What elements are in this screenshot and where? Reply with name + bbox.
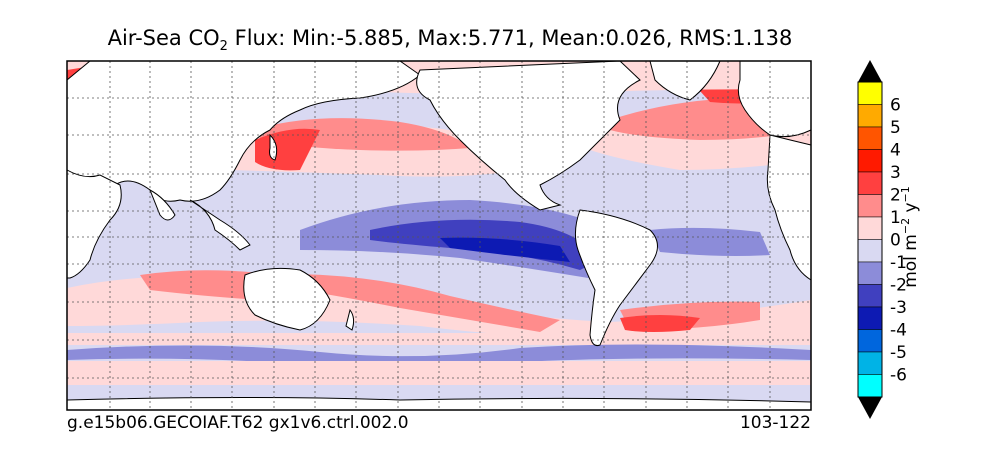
land-greenland [649, 60, 721, 101]
map-frame [66, 60, 812, 411]
colorbar-units-label: mol m−2 y−1 [899, 186, 921, 288]
region-east-pacific-minus3 [440, 237, 570, 262]
colorbar-swatch [857, 306, 883, 330]
region-tropical-atlantic-minus1 [650, 227, 770, 256]
land-africa [66, 169, 122, 279]
colorbar-swatch [857, 126, 883, 150]
colorbar-swatch [857, 284, 883, 308]
colorbar-tick-label: 2 [890, 186, 901, 206]
colorbar-swatch [857, 374, 883, 398]
years-label: 103-122 [739, 413, 811, 433]
colorbar-swatch [857, 194, 883, 218]
colorbar-swatch [857, 81, 883, 105]
colorbar-tick-label: 3 [890, 163, 901, 183]
land-new-zealand [345, 308, 355, 331]
colorbar-tick-label: 4 [890, 141, 901, 161]
colorbar-swatch [857, 239, 883, 263]
land-south-america [574, 209, 658, 346]
colorbar-tick-label: -4 [890, 321, 907, 341]
land-japan [269, 133, 278, 161]
colorbar-swatch [857, 104, 883, 128]
colorbar-tick-label: -2 [890, 276, 907, 296]
region-south-indian-red [140, 270, 270, 300]
colorbar-tick-label: -1 [890, 253, 907, 273]
colorbar-frame [857, 81, 883, 398]
colorbar-under-arrow [858, 397, 882, 419]
colorbar-tick-label: 6 [890, 96, 901, 116]
colorbar-tick-label: 0 [890, 231, 901, 251]
colorbar-tick-label: 5 [890, 118, 901, 138]
colorbar-tick-label: 1 [890, 208, 901, 228]
run-name-label: g.e15b06.GECOIAF.T62 gx1v6.ctrl.002.0 [67, 413, 409, 433]
colorbar: 65 43 21 0-1 -2-3 -4-5 -6 [857, 60, 907, 419]
land-antarctica [66, 397, 812, 411]
colorbar-swatch [857, 171, 883, 195]
colorbar-swatch [857, 351, 883, 375]
colorbar-swatch [857, 261, 883, 285]
map-gridlines [67, 61, 811, 410]
region-argentine-red [620, 315, 700, 332]
colorbar-swatch [857, 149, 883, 173]
colorbar-tick-label: -6 [890, 366, 907, 386]
colorbar-swatch [857, 216, 883, 240]
land-australia [243, 267, 331, 331]
region-south-pacific-red [300, 274, 560, 332]
chart-title: Air-Sea CO2 Flux: Min:-5.885, Max:5.771,… [107, 26, 793, 55]
colorbar-swatch [857, 329, 883, 353]
colorbar-tick-label: -3 [890, 298, 907, 318]
colorbar-over-arrow [858, 60, 882, 82]
land-india [149, 188, 176, 221]
land-africa-east [766, 134, 812, 281]
colorbar-tick-label: -5 [890, 343, 907, 363]
